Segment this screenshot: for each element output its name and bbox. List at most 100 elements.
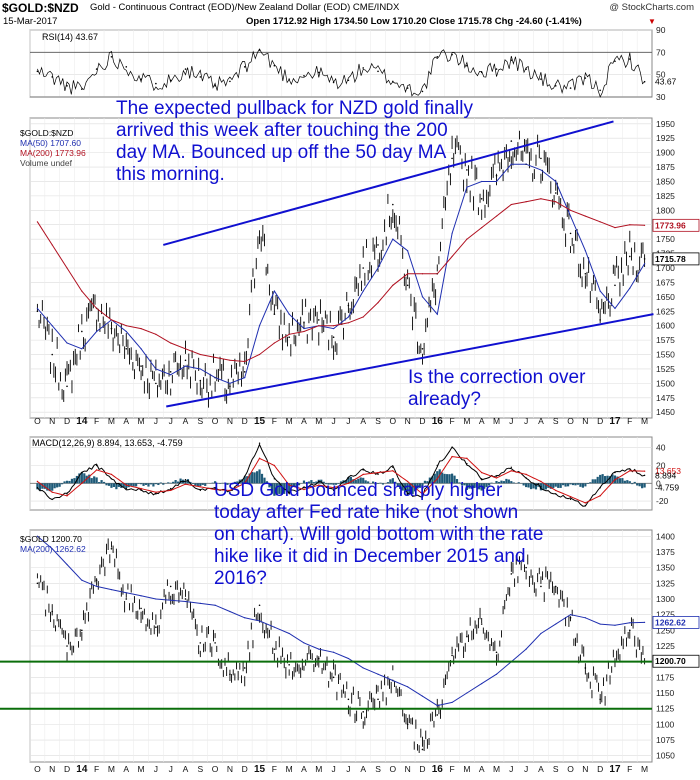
gold-ma200-point	[451, 701, 453, 704]
y-tick-label: 1800	[656, 205, 675, 215]
price-point	[273, 313, 276, 315]
ma50-point	[332, 327, 335, 330]
signal-point	[288, 484, 290, 486]
ma50-point	[273, 290, 275, 292]
price-point	[480, 197, 483, 200]
gold-point	[214, 642, 216, 644]
gold-point	[540, 585, 542, 588]
x-tick-label: J	[524, 416, 528, 426]
x-tick-label: O	[567, 764, 574, 774]
gold-point	[81, 629, 83, 632]
y-tick-label: 1825	[656, 191, 675, 201]
gold-ma200-point	[629, 622, 631, 624]
macd-point	[629, 468, 631, 470]
x-tick-label: A	[183, 764, 189, 774]
ma50-point	[377, 267, 379, 269]
gold-ma200-point	[214, 604, 216, 606]
ma200-point	[155, 333, 157, 335]
gold-point	[169, 585, 172, 588]
macd-title: MACD(12,26,9) 8.894, 13.653, -4.759	[32, 438, 183, 448]
gold-point	[243, 667, 246, 669]
y-tick-label: 40	[656, 443, 666, 453]
x-tick-label: 14	[76, 416, 88, 427]
gold-ma200-point	[540, 632, 542, 635]
gold-point	[155, 626, 157, 628]
gold-point	[466, 635, 468, 638]
rsi-point	[110, 56, 113, 58]
y-tick-label: 1850	[656, 176, 675, 186]
x-tick-label: J	[524, 764, 528, 774]
x-tick-label: A	[360, 416, 366, 426]
ma200-point	[614, 227, 616, 229]
gold-point	[451, 654, 453, 657]
gold-point	[436, 714, 439, 716]
gold-ma200-point	[155, 598, 157, 600]
y-tick-label: 1150	[656, 688, 675, 698]
ma50-point	[436, 313, 438, 315]
ma200-point	[199, 353, 201, 356]
ma50-point	[525, 163, 527, 165]
ma200-point	[51, 244, 53, 246]
ma200-point	[184, 348, 187, 350]
gold-ma200-point	[643, 621, 646, 624]
gold-legend-entry: $GOLD 1200.70	[20, 534, 82, 544]
price-point	[81, 330, 83, 333]
gold-point	[110, 548, 113, 550]
x-tick-label: F	[94, 416, 99, 426]
gold-ma200-point	[407, 686, 409, 688]
rsi-point	[140, 78, 142, 80]
ma200-point	[81, 290, 83, 292]
signal-point	[495, 477, 498, 479]
price-point	[184, 359, 187, 362]
rsi-title: RSI(14) 43.67	[42, 32, 98, 42]
x-tick-label: D	[242, 764, 248, 774]
rsi-point	[421, 90, 424, 93]
gold-ma200-point	[495, 673, 498, 675]
signal-point	[66, 495, 68, 497]
macd-point	[466, 463, 468, 465]
ma50-point	[629, 287, 631, 289]
rsi-point	[155, 82, 157, 85]
signal-point	[406, 480, 409, 483]
macd-line	[37, 443, 645, 507]
signal-point	[110, 473, 113, 476]
ma200-point	[451, 255, 453, 258]
y-tick-label: 1275	[656, 610, 675, 620]
price-point	[584, 272, 587, 275]
price-point	[110, 327, 113, 330]
x-tick-label: D	[64, 416, 70, 426]
gold-legend-entry: MA(200) 1262.62	[20, 544, 86, 554]
ma50-point	[569, 215, 572, 217]
gold-ma200-point	[170, 599, 172, 601]
signal-point	[125, 484, 127, 486]
ma50-point	[288, 313, 290, 315]
gold-ma200-point	[96, 585, 98, 588]
rsi-point	[628, 58, 631, 60]
price-point	[36, 310, 39, 313]
gold-ma200-point	[140, 595, 142, 597]
rsi-point	[480, 71, 483, 74]
macd-last-value: -4.759	[655, 483, 679, 493]
ma200-point	[436, 273, 438, 275]
signal-point	[451, 455, 453, 458]
price-point	[317, 319, 320, 321]
gold-ma200-point	[184, 600, 187, 603]
rsi-point	[540, 78, 542, 80]
rsi-point	[554, 85, 557, 87]
x-tick-label: A	[183, 416, 189, 426]
y-tick-label: 1600	[656, 321, 675, 331]
ma50-line	[37, 163, 646, 384]
macd-point	[140, 489, 142, 492]
gold-ma200-point	[525, 648, 527, 650]
price-point	[466, 169, 468, 171]
signal-point	[599, 495, 601, 497]
gold-point	[184, 598, 187, 600]
y-tick-label: 70	[656, 47, 666, 57]
macd-last-value: 8.894	[655, 470, 677, 480]
price-point	[406, 284, 409, 287]
y-tick-label: 1875	[656, 162, 675, 172]
price-point	[614, 284, 616, 287]
annotation-pullback: The expected pullback for NZD gold final…	[116, 98, 473, 185]
price-point	[643, 258, 646, 260]
x-tick-label: M	[138, 764, 145, 774]
